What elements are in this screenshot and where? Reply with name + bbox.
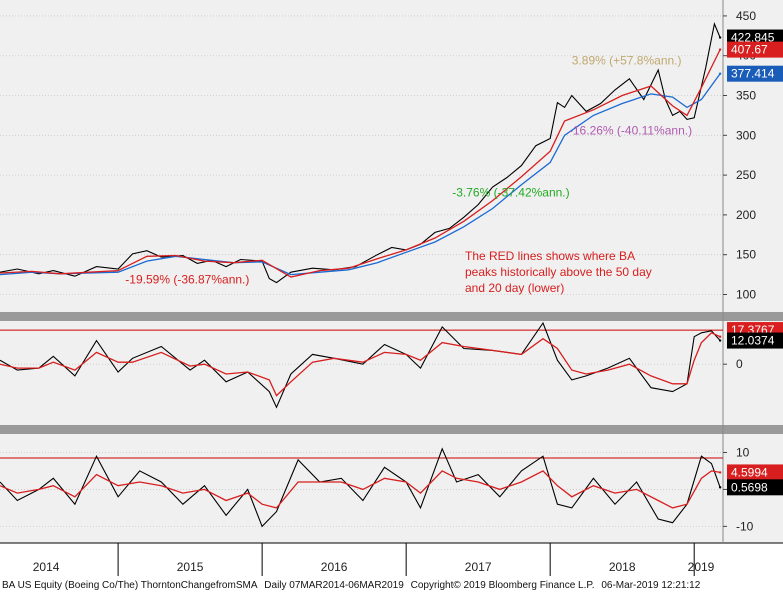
data-point <box>718 486 722 489</box>
data-point <box>718 48 722 51</box>
note-box: The RED lines shows where BA peaks histo… <box>465 249 652 295</box>
y-tick-label: 150 <box>736 248 756 262</box>
y-tick-label: 10 <box>736 445 750 459</box>
data-point <box>718 72 722 75</box>
panel-separator <box>0 425 783 434</box>
annotation-text: -19.59% (-36.87%ann.) <box>125 272 249 286</box>
plot-background <box>0 0 783 580</box>
footer-period: Daily 07MAR2014-06MAR2019 <box>264 580 404 591</box>
x-tick-label: 2017 <box>465 560 492 574</box>
panel-price: 100150200250300350400450422.845407.67377… <box>0 9 783 301</box>
value-label: 4.5994 <box>731 465 768 479</box>
value-label: 377.414 <box>731 67 775 81</box>
x-axis-background <box>0 543 783 580</box>
footer-security: BA US Equity (Boeing Co/The) ThorntonCha… <box>2 580 258 591</box>
data-point <box>718 36 722 39</box>
series-line-0 <box>0 22 721 284</box>
series-line-1 <box>0 470 721 509</box>
y-tick-label: 350 <box>736 89 756 103</box>
value-label-box <box>727 29 783 46</box>
x-tick-label: 2018 <box>609 560 636 574</box>
x-tick-label: 2019 <box>688 560 715 574</box>
value-label-box <box>727 65 783 82</box>
footer-copyright: Copyright© 2019 Bloomberg Finance L.P. <box>410 580 595 591</box>
y-tick-label: 250 <box>736 168 756 182</box>
annotation-text: -16.26% (-40.11%ann.) <box>569 124 692 138</box>
note-text: The RED lines shows where BA peaks histo… <box>465 249 652 295</box>
value-label: 12.0374 <box>731 334 775 348</box>
panel-separator <box>0 312 783 321</box>
y-tick-label: 0 <box>736 357 743 371</box>
series-line-1 <box>0 332 721 397</box>
annotation-text: -3.76% (-37.42%ann.) <box>452 186 569 200</box>
annotation-text: 3.89% (+57.8%ann.) <box>572 53 682 67</box>
y-tick-label: 100 <box>736 287 756 301</box>
value-label-box <box>727 41 783 58</box>
value-label-box <box>727 332 783 349</box>
data-point <box>718 335 722 338</box>
x-tick-label: 2015 <box>177 560 204 574</box>
y-tick-label: 450 <box>736 9 756 23</box>
x-tick-label: 2016 <box>321 560 348 574</box>
y-tick-label: 200 <box>736 208 756 222</box>
y-tick-label: -10 <box>736 519 754 533</box>
value-label-box <box>727 464 783 481</box>
x-tick-label: 2014 <box>33 560 60 574</box>
chart-svg: 100150200250300350400450422.845407.67377… <box>0 0 783 580</box>
y-tick-label: 300 <box>736 128 756 142</box>
data-point <box>718 339 722 342</box>
series-line-1 <box>0 73 721 276</box>
footer-timestamp: 06-Mar-2019 12:21:12 <box>601 580 701 591</box>
series-line-2 <box>0 49 721 278</box>
value-label: 0.5698 <box>731 480 768 494</box>
series-line-0 <box>0 321 721 409</box>
value-label: 407.67 <box>731 43 768 57</box>
footer: BA US Equity (Boeing Co/The) ThorntonCha… <box>2 580 783 595</box>
data-point <box>718 471 722 474</box>
value-label-box <box>727 479 783 496</box>
value-label: 422.845 <box>731 31 775 45</box>
series-line-0 <box>0 447 721 528</box>
